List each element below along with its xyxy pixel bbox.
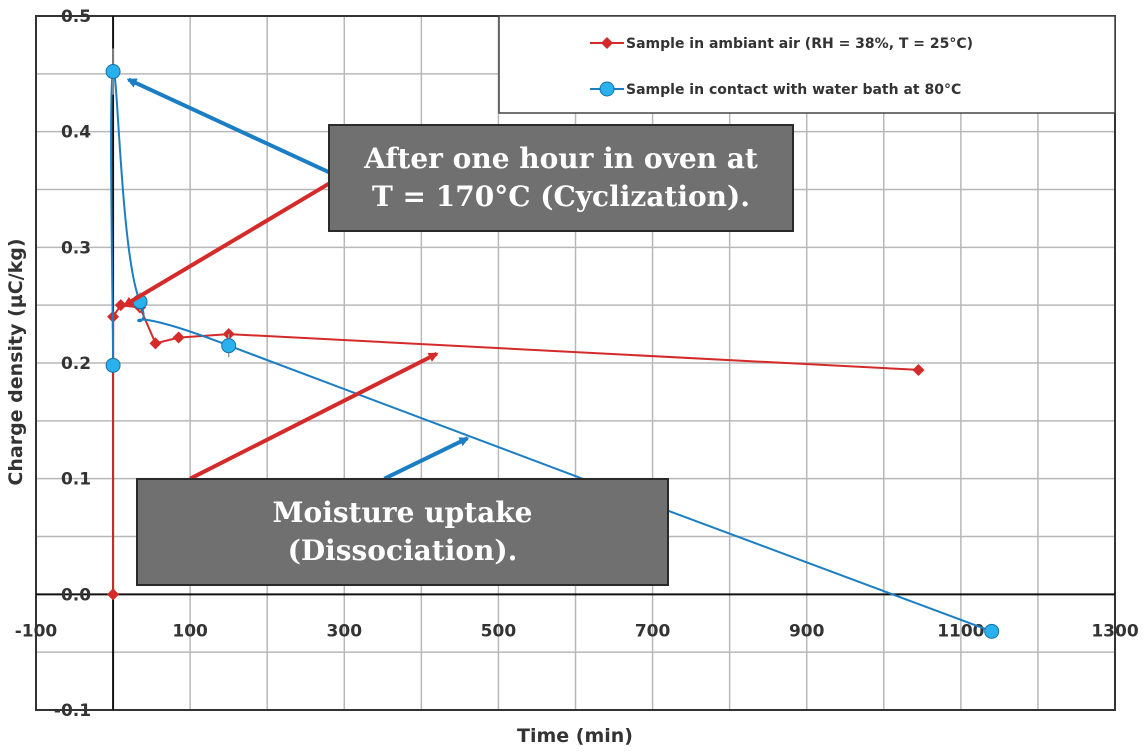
- data-point: [105, 64, 121, 80]
- legend-box: [498, 15, 1116, 114]
- data-point: [172, 331, 185, 344]
- y-tick-label: 0.3: [61, 238, 91, 258]
- x-tick-label: 500: [481, 621, 517, 641]
- data-point: [221, 338, 237, 354]
- grid: [36, 16, 1115, 710]
- data-point: [912, 363, 925, 376]
- y-tick-label: 0.4: [61, 123, 91, 143]
- x-axis-label: Time (min): [517, 725, 633, 747]
- x-tick-label: -100: [15, 621, 58, 641]
- annotation-cyclization-line-1: After one hour in oven at: [364, 142, 758, 176]
- x-tick-label: 700: [635, 621, 671, 641]
- y-axis-label: Charge density (µC/kg): [5, 238, 27, 485]
- annotation-dissociation-line-2: (Dissociation).: [287, 534, 518, 567]
- data-point: [984, 623, 1000, 639]
- y-tick-label: 0.5: [61, 7, 91, 27]
- legend-swatch-marker: [601, 37, 613, 49]
- annotation-dissociation-line-1: Moisture uptake: [272, 496, 533, 530]
- annotation-cyclization: After one hour in oven at T = 170°C (Cyc…: [328, 124, 794, 232]
- y-tick-label: -0.1: [54, 701, 91, 721]
- legend-entry: Sample in ambiant air (RH = 38%, T = 25°…: [626, 36, 973, 52]
- x-tick-label: 1300: [1091, 621, 1138, 641]
- legend-entry: Sample in contact with water bath at 80°…: [626, 82, 961, 98]
- y-tick-label: 0.1: [61, 470, 91, 490]
- annotation-dissociation: Moisture uptake (Dissociation).: [136, 478, 669, 586]
- legend-swatch-marker: [599, 81, 615, 97]
- annotation-cyclization-line-2: T = 170°C (Cyclization).: [371, 180, 751, 213]
- y-tick-label: 0.0: [61, 585, 91, 605]
- y-tick-label: 0.2: [61, 354, 91, 374]
- annotation-arrow: [122, 181, 330, 307]
- data-point: [107, 588, 120, 601]
- x-tick-label: 300: [327, 621, 363, 641]
- annotation-arrow: [383, 436, 470, 481]
- annotation-arrow: [126, 77, 330, 174]
- series-layer: [105, 48, 1000, 639]
- data-point: [105, 357, 121, 373]
- data-point: [149, 337, 162, 350]
- x-tick-label: 100: [172, 621, 208, 641]
- x-tick-label: 1100: [937, 621, 984, 641]
- annotation-arrows: [122, 77, 470, 481]
- tick-labels: -100 100 300 500 700 900 1100 1300 -0.1 0.0 0.1 0.2…: [15, 7, 1139, 721]
- x-tick-label: 900: [789, 621, 825, 641]
- legend: Sample in ambiant air (RH = 38%, T = 25°…: [498, 15, 1116, 114]
- annotation-arrow: [189, 351, 439, 481]
